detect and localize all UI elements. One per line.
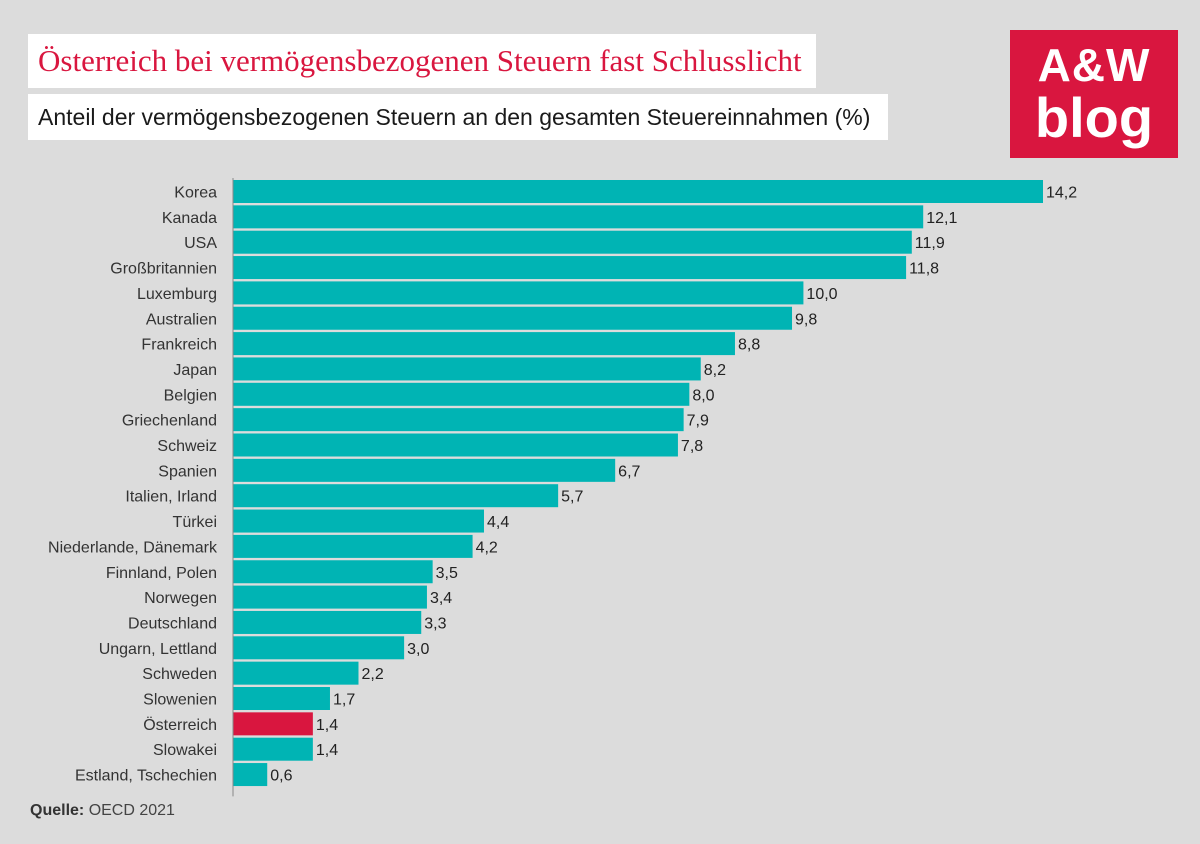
value-label-14: 4,2 xyxy=(476,539,498,556)
value-label-16: 3,4 xyxy=(430,590,452,607)
logo-line-1: A&W xyxy=(1037,39,1151,91)
value-label-1: 12,1 xyxy=(926,210,957,227)
category-label-2: USA xyxy=(184,235,217,252)
aw-blog-logo[interactable]: A&W blog xyxy=(1010,30,1178,158)
chart-subtitle: Anteil der vermögensbezogenen Steuern an… xyxy=(38,103,871,130)
category-label-11: Spanien xyxy=(158,463,217,480)
value-label-0: 14,2 xyxy=(1046,185,1077,202)
category-label-20: Slowenien xyxy=(143,692,217,709)
bar-21 xyxy=(233,712,313,736)
bar-20 xyxy=(233,687,330,710)
title-box: Österreich bei vermögensbezogenen Steuer… xyxy=(28,34,816,88)
bar-18 xyxy=(233,636,405,660)
source-note: Quelle: OECD 2021 xyxy=(30,802,175,820)
value-label-15: 3,5 xyxy=(436,565,458,582)
category-label-21: Österreich xyxy=(143,716,217,734)
bar-19 xyxy=(233,661,359,685)
category-label-7: Japan xyxy=(173,362,217,379)
bar-6 xyxy=(233,332,735,356)
category-label-19: Schweden xyxy=(142,666,217,683)
bar-22 xyxy=(233,737,313,761)
source-text: OECD 2021 xyxy=(88,802,175,819)
category-label-15: Finnland, Polen xyxy=(106,565,217,582)
category-label-6: Frankreich xyxy=(141,337,217,354)
value-label-5: 9,8 xyxy=(795,311,817,328)
value-label-10: 7,8 xyxy=(681,438,703,455)
bar-5 xyxy=(233,306,793,330)
category-label-12: Italien, Irland xyxy=(125,489,217,506)
category-label-9: Griechenland xyxy=(122,413,217,430)
value-label-21: 1,4 xyxy=(316,717,338,734)
category-label-0: Korea xyxy=(174,185,217,202)
value-label-19: 2,2 xyxy=(361,666,383,683)
category-label-8: Belgien xyxy=(164,387,217,404)
value-label-8: 8,0 xyxy=(692,387,714,404)
category-label-3: Großbritannien xyxy=(110,261,217,278)
bar-11 xyxy=(233,458,616,482)
value-label-18: 3,0 xyxy=(407,641,429,658)
category-label-16: Norwegen xyxy=(144,590,217,607)
bar-2 xyxy=(233,230,912,254)
bar-13 xyxy=(233,509,484,533)
bar-23 xyxy=(233,763,268,787)
category-label-1: Kanada xyxy=(162,210,217,227)
bar-8 xyxy=(233,382,690,406)
bar-12 xyxy=(233,484,559,508)
bar-4 xyxy=(233,281,804,305)
value-label-12: 5,7 xyxy=(561,489,583,506)
subtitle-box: Anteil der vermögensbezogenen Steuern an… xyxy=(28,94,889,140)
logo-line-2: blog xyxy=(1034,86,1154,149)
value-label-2: 11,9 xyxy=(915,235,945,252)
value-label-4: 10,0 xyxy=(806,286,837,303)
bar-10 xyxy=(233,433,678,457)
category-label-22: Slowakei xyxy=(153,742,217,759)
source-label: Quelle: xyxy=(30,802,85,819)
value-label-17: 3,3 xyxy=(424,615,446,632)
bar-3 xyxy=(233,256,907,280)
category-label-4: Luxemburg xyxy=(137,286,217,303)
chart-title: Österreich bei vermögensbezogenen Steuer… xyxy=(38,43,802,78)
category-label-10: Schweiz xyxy=(157,438,217,455)
value-label-11: 6,7 xyxy=(618,463,640,480)
bar-9 xyxy=(233,408,684,432)
value-label-9: 7,9 xyxy=(687,413,709,430)
value-label-6: 8,8 xyxy=(738,337,760,354)
category-label-14: Niederlande, Dänemark xyxy=(48,539,218,556)
bar-17 xyxy=(233,610,422,634)
bar-1 xyxy=(233,205,924,229)
value-label-7: 8,2 xyxy=(704,362,726,379)
value-label-23: 0,6 xyxy=(270,768,292,785)
bar-14 xyxy=(233,534,473,558)
bar-7 xyxy=(233,357,701,381)
category-label-13: Türkei xyxy=(173,514,217,531)
category-label-18: Ungarn, Lettland xyxy=(99,641,217,658)
bar-15 xyxy=(233,560,433,584)
bar-16 xyxy=(233,585,427,609)
category-label-5: Australien xyxy=(146,311,217,328)
value-label-22: 1,4 xyxy=(316,742,338,759)
value-label-20: 1,7 xyxy=(333,692,355,709)
category-label-23: Estland, Tschechien xyxy=(75,768,217,785)
value-label-3: 11,8 xyxy=(909,261,939,278)
category-label-17: Deutschland xyxy=(128,615,217,632)
bar-0 xyxy=(233,180,1043,203)
value-label-13: 4,4 xyxy=(487,514,509,531)
